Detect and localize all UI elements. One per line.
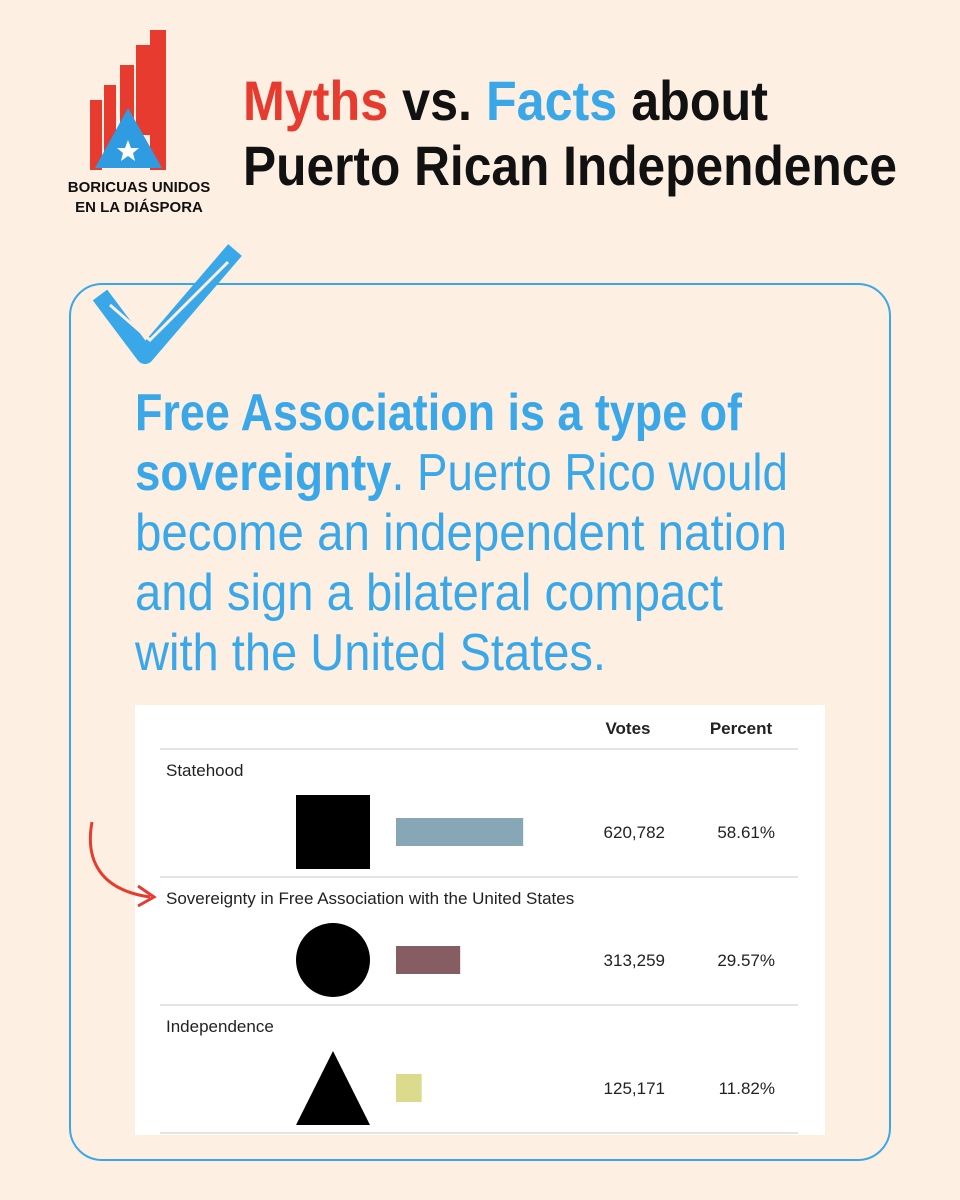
body-line: Free Association is a type of: [135, 384, 743, 442]
bar: [396, 818, 524, 846]
arrow-head: [137, 884, 157, 908]
body-line: and sign a bilateral compact: [135, 564, 723, 622]
symbol: [296, 795, 370, 869]
column-header: Votes: [605, 719, 650, 738]
title-word: about: [631, 69, 768, 132]
percent: 29.57%: [717, 951, 775, 970]
body-bold: sovereignty: [135, 444, 392, 502]
percent: 58.61%: [717, 823, 775, 842]
votes: 313,259: [604, 951, 665, 970]
votes: 620,782: [604, 823, 665, 842]
row-name: Sovereignty in Free Association with the…: [166, 889, 574, 908]
percent: 11.82%: [719, 1079, 775, 1098]
checkmark-stroke: [109, 260, 230, 343]
body-line: with the United States.: [134, 624, 606, 682]
votes: 125,171: [604, 1079, 665, 1098]
logo: BORICUAS UNIDOS EN LA DIÁSPORA: [68, 30, 211, 216]
card: [69, 283, 891, 1161]
checkmark: [92, 244, 242, 364]
title: Myths vs. Facts about: [243, 69, 768, 132]
arrow: [88, 821, 151, 899]
row-name: Statehood: [166, 761, 244, 780]
title-word: Facts: [486, 69, 617, 132]
results-table: [135, 705, 825, 1135]
bar: [396, 1074, 422, 1102]
column-header: Percent: [710, 719, 773, 738]
row-name: Independence: [166, 1017, 274, 1036]
symbol: [296, 923, 370, 997]
title-word: vs.: [402, 69, 472, 132]
logo-text: BORICUAS UNIDOS: [68, 179, 211, 196]
body-text: . Puerto Rico would: [392, 444, 788, 502]
body-line: sovereignty. Puerto Rico would: [135, 444, 788, 502]
logo-text: EN LA DIÁSPORA: [75, 199, 203, 216]
bar: [396, 946, 461, 974]
body-line: become an independent nation: [135, 504, 787, 562]
title: Puerto Rican Independence: [243, 134, 897, 197]
title-word: Myths: [243, 69, 388, 132]
symbol: [296, 1051, 370, 1125]
